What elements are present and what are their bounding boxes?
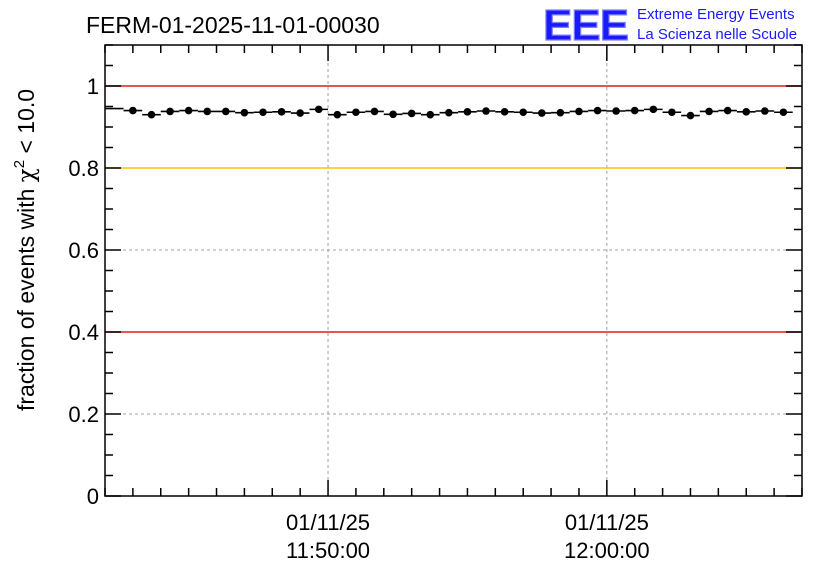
data-point — [352, 108, 360, 117]
data-points — [105, 105, 793, 120]
logo-line-2: La Scienza nelle Scuole — [637, 26, 797, 43]
data-point — [705, 107, 713, 116]
y-tick-label: 0 — [87, 484, 99, 509]
data-point — [463, 108, 472, 116]
tick-labels: 0 0.2 0.4 0.6 0.8 1 01/11/25 11:50:00 01/11/25 12… — [68, 74, 649, 563]
logo-mark: EEE — [543, 1, 628, 50]
y-axis-label-superscript: 2 — [11, 160, 28, 168]
data-point — [537, 109, 546, 117]
logo-line-1: Extreme Energy Events — [637, 6, 795, 23]
data-point — [612, 107, 620, 115]
data-point — [240, 108, 249, 117]
data-point — [426, 110, 435, 119]
data-point — [184, 106, 193, 115]
y-axis-label-symbol: χ — [14, 168, 40, 182]
y-axis-label-suffix: < 10.0 — [13, 89, 39, 160]
data-point — [519, 108, 527, 117]
data-point — [649, 105, 658, 114]
data-point — [742, 108, 751, 116]
data-point — [482, 107, 490, 115]
data-point — [203, 107, 212, 116]
data-point — [333, 110, 342, 119]
data-point — [277, 108, 286, 116]
reference-lines — [105, 85, 802, 333]
axes — [104, 44, 803, 497]
data-point — [500, 108, 509, 116]
data-point — [314, 105, 323, 114]
y-axis-label: fraction of events with χ2 < 10.0 — [11, 89, 40, 411]
y-tick-label: 1 — [87, 74, 99, 99]
data-point — [593, 106, 602, 115]
data-point — [686, 111, 695, 120]
y-tick-label: 0.6 — [68, 238, 99, 263]
data-point — [575, 107, 583, 116]
data-point — [166, 107, 174, 116]
y-tick-label: 0.2 — [68, 402, 99, 427]
data-point — [630, 106, 639, 115]
y-tick-label: 0.8 — [68, 156, 99, 181]
y-axis-label-prefix: fraction of events with — [13, 182, 39, 411]
data-point — [723, 106, 732, 115]
data-point — [296, 109, 304, 117]
x-tick-date-label: 01/11/25 — [565, 510, 649, 535]
data-point — [407, 109, 416, 118]
data-point — [556, 108, 565, 117]
data-point — [668, 108, 676, 117]
data-point — [129, 106, 137, 115]
x-tick-time-label: 12:00:00 — [564, 538, 650, 563]
x-tick-date-label: 01/11/25 — [286, 510, 370, 535]
data-point — [445, 108, 453, 117]
chart-title: FERM-01-2025-11-01-00030 — [86, 12, 380, 38]
data-point — [761, 107, 769, 115]
x-tick-time-label: 11:50:00 — [286, 538, 370, 563]
data-point — [222, 107, 230, 116]
data-point — [259, 108, 267, 117]
data-point — [779, 108, 788, 117]
data-point — [147, 110, 156, 119]
data-point — [389, 110, 397, 119]
eee-logo: EEE Extreme Energy Events La Scienza nel… — [542, 0, 797, 50]
y-tick-label: 0.4 — [68, 320, 99, 345]
data-point — [370, 107, 379, 116]
